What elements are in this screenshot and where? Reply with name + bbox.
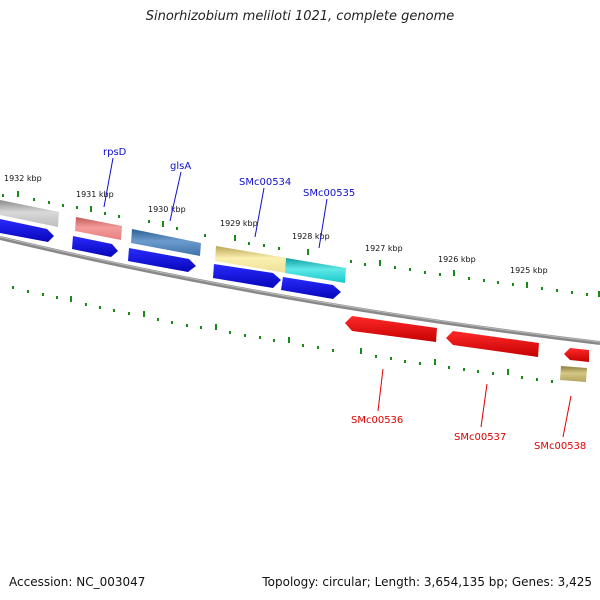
genome-backbone (0, 236, 600, 345)
gene-bar-rpsD[interactable] (75, 217, 122, 240)
ruler-label-1932: 1932 kbp (4, 174, 42, 183)
gene-bar-SMc00534[interactable] (215, 246, 287, 273)
leader-SMc00536 (377, 368, 384, 412)
ruler-label-1928: 1928 kbp (292, 232, 330, 241)
leader-SMc00534 (254, 187, 265, 238)
reverse-ticks (12, 286, 553, 383)
cds-arrow-glsA[interactable] (128, 248, 196, 272)
gene-label-glsA[interactable]: glsA (170, 161, 191, 172)
leader-SMc00538 (562, 395, 572, 438)
cds-arrow-SMc00534[interactable] (213, 264, 281, 288)
gene-bar-gray[interactable] (0, 200, 59, 227)
gene-label-SMc00535[interactable]: SMc00535 (303, 188, 355, 199)
ruler-label-1926: 1926 kbp (438, 255, 476, 264)
gene-label-rpsD[interactable]: rpsD (103, 147, 127, 158)
genome-backbone-highlight (0, 236, 600, 343)
gene-label-SMc00538[interactable]: SMc00538 (534, 441, 586, 452)
gene-bar-SMc00535[interactable] (285, 258, 346, 283)
genome-summary: Topology: circular; Length: 3,654,135 bp… (262, 575, 592, 589)
gene-label-SMc00537[interactable]: SMc00537 (454, 432, 506, 443)
genome-title: Sinorhizobium meliloti 1021, complete ge… (145, 9, 455, 24)
accession-label: Accession: NC_003047 (9, 575, 146, 589)
gene-label-SMc00536[interactable]: SMc00536 (351, 415, 403, 426)
ruler-label-1925: 1925 kbp (510, 266, 548, 275)
gene-bar-glsA[interactable] (131, 229, 201, 256)
cds-arrow-rpsD[interactable] (72, 236, 118, 257)
cds-arrow-SMc00535[interactable] (281, 277, 341, 299)
cds-arrow-SMc00538[interactable] (564, 348, 589, 362)
ruler-label-1927: 1927 kbp (365, 244, 403, 253)
leader-SMc00535 (318, 198, 328, 249)
leader-rpsD (103, 157, 114, 208)
ruler-label-1929: 1929 kbp (220, 219, 258, 228)
gene-bar-SMc00538[interactable] (560, 366, 587, 382)
ruler-label-1931: 1931 kbp (76, 190, 114, 199)
leader-glsA (169, 171, 182, 222)
gene-label-SMc00534[interactable]: SMc00534 (239, 177, 291, 188)
ruler-label-1930: 1930 kbp (148, 205, 186, 214)
forward-ticks (2, 191, 600, 297)
leader-SMc00537 (480, 383, 488, 428)
cds-arrow-forward[interactable] (0, 219, 54, 242)
cds-arrow-SMc00536[interactable] (345, 316, 437, 342)
cds-arrow-SMc00537[interactable] (446, 331, 539, 357)
